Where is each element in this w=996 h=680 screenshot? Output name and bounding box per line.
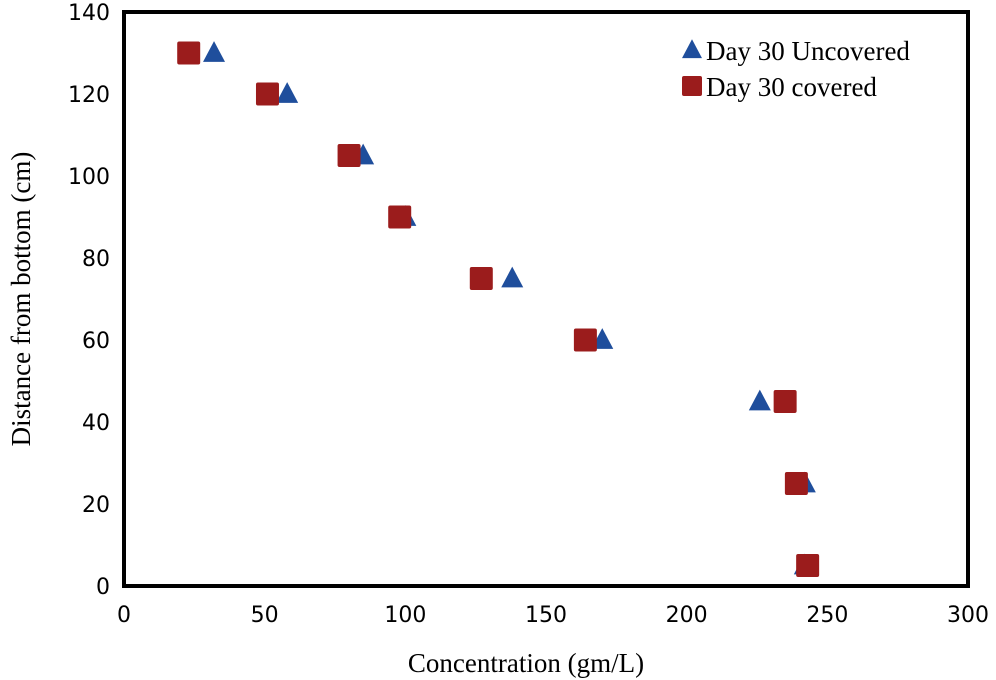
x-tick-label: 50 [251, 603, 279, 628]
y-tick-label: 100 [68, 165, 110, 190]
x-tick-label: 200 [666, 603, 708, 628]
y-tick-label: 0 [96, 575, 110, 600]
y-tick-label: 140 [68, 1, 110, 26]
x-tick-label: 250 [806, 603, 848, 628]
covered-square-point [337, 144, 361, 167]
uncovered-triangle-point [203, 41, 226, 62]
uncovered-triangle-point [748, 389, 771, 411]
x-tick-labels: 0 50 100 150 200 250 300 [117, 603, 989, 628]
covered-square-point [573, 328, 597, 352]
covered-square-point [255, 82, 279, 106]
plot-area-frame [122, 10, 970, 588]
uncovered-triangle-point [501, 266, 524, 288]
covered-square-point [796, 554, 820, 577]
covered-square-point [773, 390, 797, 413]
y-tick-label: 60 [82, 329, 110, 354]
y-tick-label: 80 [82, 247, 110, 272]
y-tick-label: 40 [82, 411, 110, 436]
covered-square-point [469, 267, 493, 290]
y-axis-title: Distance from bottom (cm) [6, 152, 36, 447]
legend-label: Day 30 Uncovered [706, 36, 910, 66]
legend-label: Day 30 covered [706, 72, 877, 102]
x-tick-label: 100 [384, 603, 426, 628]
covered-square-point [388, 205, 412, 229]
legend-square-marker [682, 76, 702, 96]
x-tick-label: 300 [947, 603, 989, 628]
covered-square-point [177, 41, 201, 65]
y-tick-labels: 0 20 40 60 80 100 120 140 [68, 1, 110, 600]
legend-triangle-marker [682, 39, 702, 59]
y-tick-label: 120 [68, 83, 110, 108]
data-points [177, 41, 820, 577]
covered-square-point [784, 472, 808, 495]
legend: Day 30 Uncovered Day 30 covered [682, 36, 910, 102]
x-tick-label: 150 [525, 603, 567, 628]
x-tick-label: 0 [117, 603, 131, 628]
uncovered-triangle-point [276, 82, 299, 103]
y-tick-label: 20 [82, 493, 110, 518]
x-axis-title: Concentration (gm/L) [408, 648, 644, 678]
